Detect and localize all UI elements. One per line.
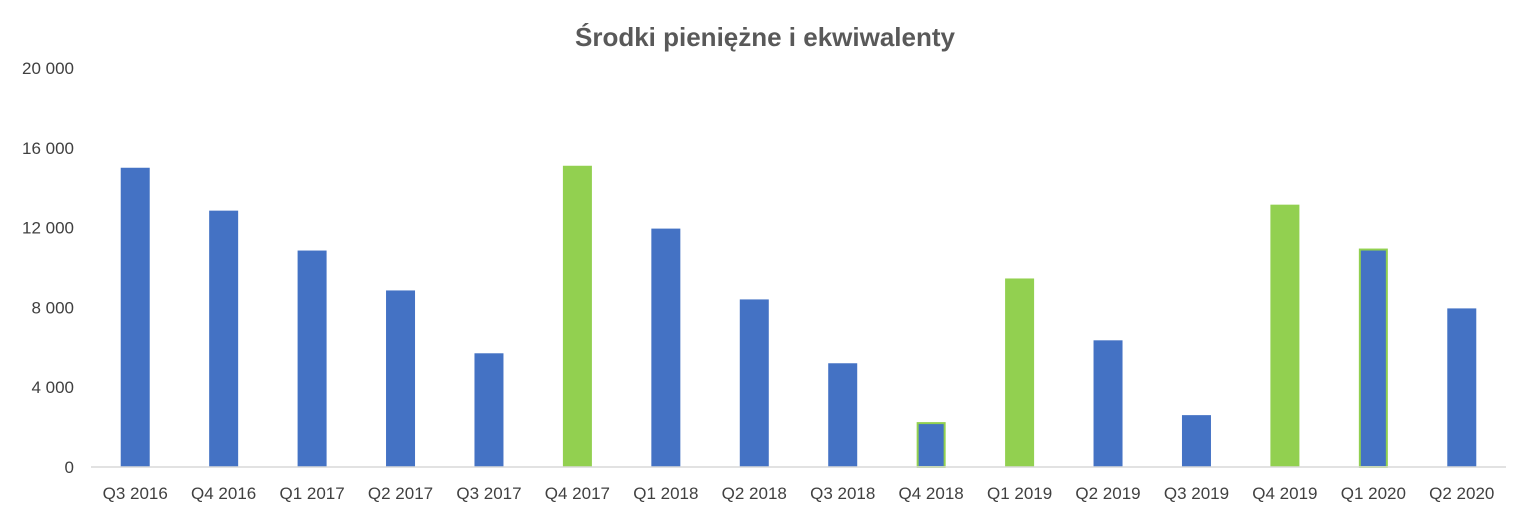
bar bbox=[1447, 308, 1477, 467]
bar bbox=[651, 228, 681, 467]
y-tick-label: 16 000 bbox=[22, 139, 74, 158]
x-axis: Q3 2016 Q4 2016 Q1 2017 Q2 2017 Q3 2017 Q4 20… bbox=[103, 484, 1495, 503]
x-tick-label: Q4 2016 bbox=[191, 484, 256, 503]
y-tick-label: 0 bbox=[65, 458, 74, 477]
bar bbox=[916, 422, 946, 468]
x-tick-label: Q3 2019 bbox=[1164, 484, 1229, 503]
bar bbox=[739, 299, 769, 467]
x-tick-label: Q3 2018 bbox=[810, 484, 875, 503]
bar bbox=[1270, 204, 1300, 467]
x-tick-label: Q2 2017 bbox=[368, 484, 433, 503]
bar bbox=[562, 165, 592, 467]
bar bbox=[1093, 340, 1123, 467]
x-tick-label: Q1 2019 bbox=[987, 484, 1052, 503]
bars bbox=[120, 165, 1477, 468]
x-tick-label: Q2 2020 bbox=[1429, 484, 1494, 503]
bar bbox=[297, 250, 327, 467]
bar bbox=[209, 210, 239, 467]
x-tick-label: Q4 2017 bbox=[545, 484, 610, 503]
x-tick-label: Q1 2020 bbox=[1341, 484, 1406, 503]
x-tick-label: Q1 2018 bbox=[633, 484, 698, 503]
bar bbox=[386, 290, 416, 467]
y-tick-label: 20 000 bbox=[22, 59, 74, 78]
x-tick-label: Q2 2018 bbox=[722, 484, 787, 503]
y-tick-label: 12 000 bbox=[22, 219, 74, 238]
x-tick-label: Q3 2016 bbox=[103, 484, 168, 503]
y-tick-label: 4 000 bbox=[31, 378, 74, 397]
x-tick-label: Q2 2019 bbox=[1075, 484, 1140, 503]
bar bbox=[828, 363, 858, 467]
chart-title: Środki pieniężne i ekwiwalenty bbox=[575, 22, 956, 52]
bar bbox=[1005, 278, 1035, 467]
y-tick-label: 8 000 bbox=[31, 298, 74, 317]
x-tick-label: Q3 2017 bbox=[456, 484, 521, 503]
bar bbox=[1181, 415, 1211, 467]
y-axis: 0 4 000 8 000 12 000 16 000 20 000 bbox=[22, 59, 74, 477]
x-tick-label: Q1 2017 bbox=[279, 484, 344, 503]
bar bbox=[1358, 248, 1388, 468]
bar bbox=[474, 353, 504, 467]
x-tick-label: Q4 2019 bbox=[1252, 484, 1317, 503]
x-tick-label: Q4 2018 bbox=[899, 484, 964, 503]
bar bbox=[120, 167, 150, 467]
